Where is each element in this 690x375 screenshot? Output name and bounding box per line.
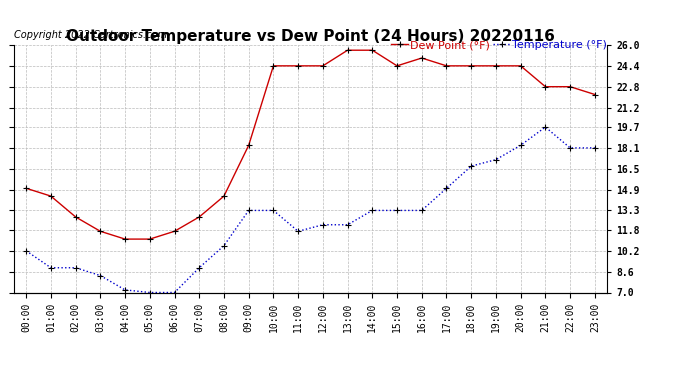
Legend: Dew Point (°F), Temperature (°F): Dew Point (°F), Temperature (°F) [391,40,607,50]
Text: Copyright 2022 Cartronics.com: Copyright 2022 Cartronics.com [14,30,167,40]
Title: Outdoor Temperature vs Dew Point (24 Hours) 20220116: Outdoor Temperature vs Dew Point (24 Hou… [66,29,555,44]
